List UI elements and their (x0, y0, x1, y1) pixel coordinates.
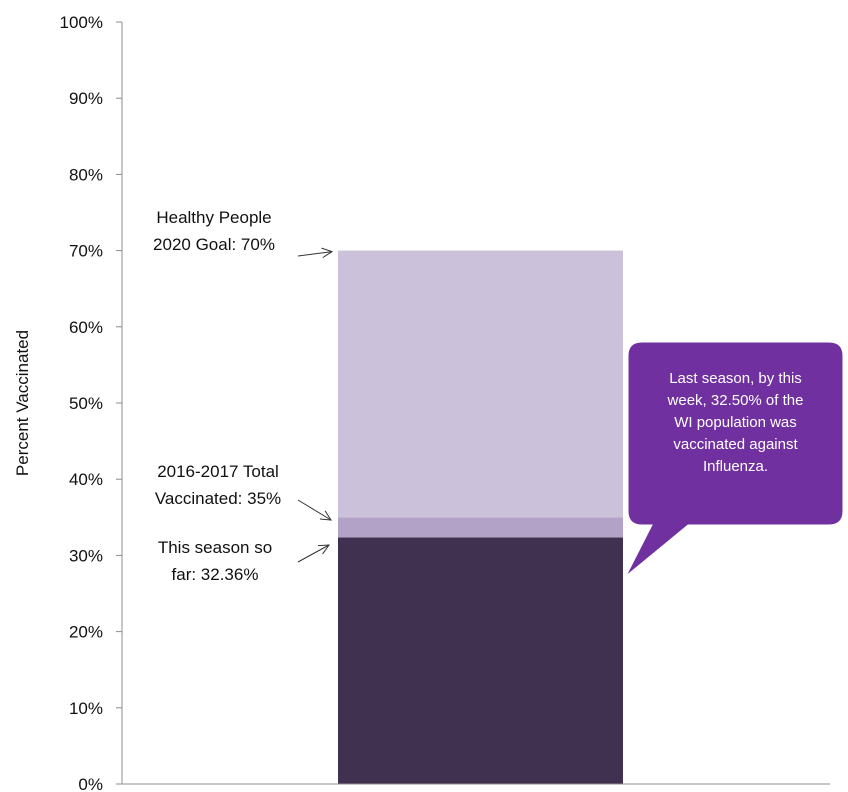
y-axis-title: Percent Vaccinated (13, 330, 32, 476)
bar-segment-1 (338, 517, 623, 538)
y-tick-label: 20% (69, 623, 103, 642)
annotation-arrow-shaft (297, 544, 330, 563)
annotation-arrow-shaft (297, 499, 332, 521)
callout-line-0: Last season, by this (669, 370, 802, 387)
callout-shape (625, 341, 844, 577)
y-tick-label: 10% (69, 699, 103, 718)
bar-segment-2 (338, 250, 623, 518)
annotation-0-line-1: 2020 Goal: 70% (153, 235, 275, 254)
annotations: Healthy People 2020 Goal: 70% 2016-2017 To… (153, 208, 334, 584)
y-tick-label: 40% (69, 470, 103, 489)
callout-bubble: Last season, by this week, 32.50% of the W… (625, 341, 844, 577)
annotation-arrow-head (320, 510, 332, 521)
y-tick-label: 90% (69, 89, 103, 108)
y-tick-label: 100% (60, 13, 103, 32)
y-tick-label: 30% (69, 546, 103, 565)
y-axis-ticks: 0% 10% 20% 30% 40% 50% 60% 70% 80% 90% 100% (60, 13, 122, 792)
annotation-arrow-head (321, 247, 334, 259)
bar-segment-0 (338, 537, 623, 784)
annotation-arrow-head (317, 544, 331, 555)
stacked-bar (338, 250, 623, 784)
callout-line-4: Influenza. (703, 458, 768, 475)
callout-line-2: WI population was (674, 414, 797, 431)
annotation-2-line-1: far: 32.36% (172, 565, 259, 584)
annotation-1-line-0: 2016-2017 Total (157, 462, 279, 481)
y-tick-label: 0% (78, 775, 103, 792)
annotation-0-line-0: Healthy People (156, 208, 271, 227)
y-tick-label: 70% (69, 242, 103, 261)
y-tick-label: 50% (69, 394, 103, 413)
annotation-1-line-1: Vaccinated: 35% (155, 489, 281, 508)
y-tick-label: 60% (69, 318, 103, 337)
annotation-arrow-shaft (297, 251, 333, 257)
callout-line-1: week, 32.50% of the (667, 392, 804, 409)
annotation-2-line-0: This season so (158, 538, 272, 557)
y-tick-label: 80% (69, 165, 103, 184)
callout-line-3: vaccinated against (673, 436, 798, 453)
